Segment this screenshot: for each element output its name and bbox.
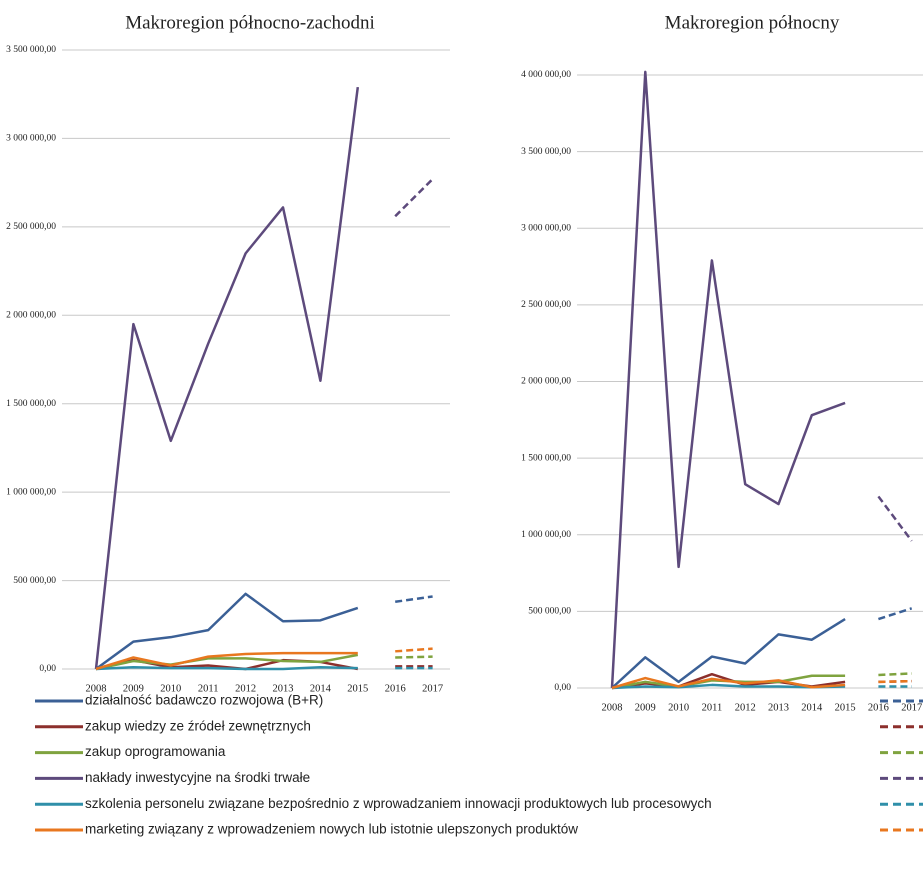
- legend-label: szkolenia personelu związane bezpośredni…: [85, 796, 712, 811]
- forecast-line: [395, 647, 433, 653]
- series-line: [95, 592, 359, 671]
- chart-title: Makroregion północno-zachodni: [125, 12, 375, 33]
- x-tick-label: 2011: [702, 702, 723, 713]
- series-line: [611, 676, 846, 690]
- y-tick-label: 3 500 000,00: [521, 147, 571, 157]
- y-tick-label: 0,00: [39, 664, 56, 674]
- x-tick-label: 2015: [835, 702, 856, 713]
- y-tick-label: 2 500 000,00: [521, 300, 571, 310]
- y-tick-label: 2 000 000,00: [6, 310, 56, 320]
- y-tick-label: 0,00: [554, 683, 571, 693]
- x-tick-label: 2017: [901, 702, 922, 713]
- x-tick-label: 2012: [735, 702, 756, 713]
- forecast-line: [878, 607, 913, 621]
- x-tick-label: 2014: [801, 702, 823, 713]
- legend-label: marketing związany z wprowadzeniem nowyc…: [85, 822, 578, 837]
- x-tick-label: 2011: [198, 683, 219, 694]
- x-tick-label: 2013: [273, 683, 294, 694]
- y-tick-label: 3 500 000,00: [6, 45, 56, 55]
- x-tick-label: 2009: [123, 683, 144, 694]
- series-line: [95, 665, 358, 671]
- forecast-line: [878, 672, 912, 677]
- y-tick-label: 1 000 000,00: [521, 530, 571, 540]
- series-line: [611, 617, 846, 689]
- x-tick-label: 2017: [422, 683, 443, 694]
- forecast-line: [394, 178, 434, 218]
- forecast-line: [877, 495, 913, 542]
- y-tick-label: 4 000 000,00: [521, 70, 571, 80]
- x-tick-label: 2010: [160, 683, 181, 694]
- y-tick-label: 1 500 000,00: [6, 399, 56, 409]
- chart-title: Makroregion północny: [665, 12, 840, 33]
- x-tick-label: 2010: [668, 702, 689, 713]
- series-line: [95, 653, 359, 671]
- forecast-line: [878, 679, 912, 684]
- series-line: [610, 70, 846, 689]
- y-tick-label: 500 000,00: [13, 576, 56, 586]
- x-tick-label: 2016: [385, 683, 406, 694]
- x-tick-label: 2014: [310, 683, 332, 694]
- x-tick-label: 2013: [768, 702, 789, 713]
- legend-label: zakup oprogramowania: [85, 744, 226, 759]
- series-line: [95, 651, 358, 671]
- y-tick-label: 2 000 000,00: [521, 377, 571, 387]
- legend-label: zakup wiedzy ze źródeł zewnętrznych: [85, 718, 311, 733]
- x-tick-label: 2012: [235, 683, 256, 694]
- forecast-line: [395, 655, 433, 659]
- y-tick-label: 3 000 000,00: [6, 134, 56, 144]
- y-tick-label: 1 500 000,00: [521, 453, 571, 463]
- x-tick-label: 2008: [602, 702, 623, 713]
- x-tick-label: 2015: [347, 683, 368, 694]
- y-tick-label: 500 000,00: [528, 607, 571, 617]
- x-tick-label: 2008: [86, 683, 107, 694]
- y-tick-label: 2 500 000,00: [6, 222, 56, 232]
- forecast-line: [395, 595, 433, 604]
- legend-label: nakłady inwestycyjne na środki trwałe: [85, 770, 310, 785]
- y-tick-label: 3 000 000,00: [521, 223, 571, 233]
- x-tick-label: 2016: [868, 702, 889, 713]
- legend-label: działalność badawczo rozwojowa (B+R): [85, 693, 323, 708]
- series-line: [94, 86, 360, 670]
- y-tick-label: 1 000 000,00: [6, 487, 56, 497]
- x-tick-label: 2009: [635, 702, 656, 713]
